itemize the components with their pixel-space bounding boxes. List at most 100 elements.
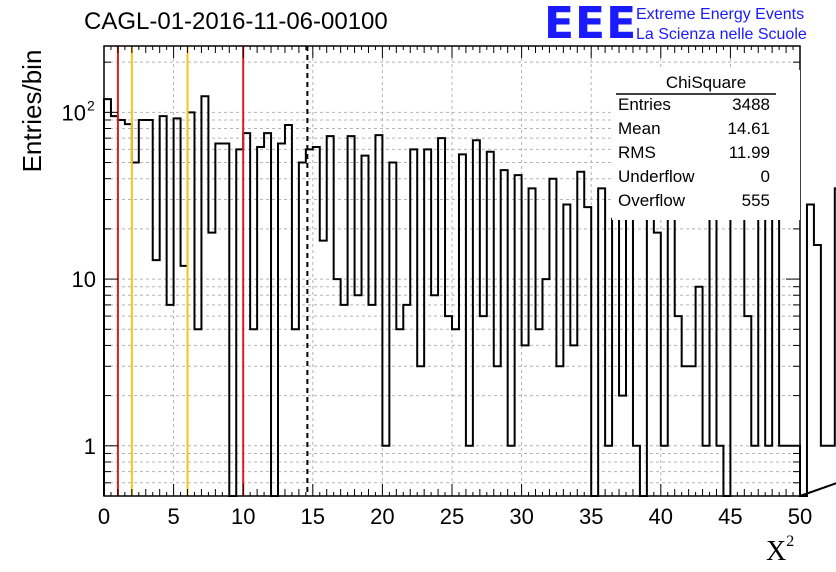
x-tick-label: 0 <box>98 504 110 529</box>
histogram-bin <box>605 446 612 496</box>
histogram-bin <box>710 200 717 496</box>
histogram-bin <box>758 197 765 496</box>
histogram-bin <box>786 446 793 496</box>
histogram-bin <box>438 138 445 496</box>
histogram-bin <box>466 446 473 496</box>
histogram-bin <box>104 99 111 496</box>
stats-row-label: Underflow <box>618 167 695 186</box>
x-tick-label: 20 <box>370 504 394 529</box>
histogram-bin <box>334 279 341 496</box>
histogram-bin <box>236 149 243 496</box>
histogram-bin <box>368 305 375 496</box>
histogram-bin <box>696 287 703 496</box>
histogram-bin <box>292 329 299 496</box>
histogram-bin <box>250 329 257 496</box>
histogram-bin <box>299 163 306 496</box>
histogram-bin <box>362 156 369 496</box>
stats-box <box>612 70 800 220</box>
x-tick-label: 40 <box>649 504 673 529</box>
x-tick-label: 45 <box>718 504 742 529</box>
histogram-bin <box>424 149 431 496</box>
histogram-bin <box>647 184 654 496</box>
histogram-bin <box>487 152 494 496</box>
histogram-bin <box>111 116 118 496</box>
histogram-bin <box>139 120 146 496</box>
histogram-bin <box>612 219 619 496</box>
histogram-bin <box>765 446 772 496</box>
histogram-bin <box>828 446 835 496</box>
histogram-bin <box>201 96 208 496</box>
logo-line-2: La Scienza nelle Scuole <box>636 26 807 43</box>
histogram-bin <box>480 316 487 496</box>
x-tick-label: 10 <box>231 504 255 529</box>
histogram-bin <box>556 366 563 496</box>
histogram-bin <box>375 135 382 496</box>
histogram-bin <box>313 147 320 496</box>
histogram-bin <box>348 136 355 496</box>
x-tick-label: 30 <box>509 504 533 529</box>
histogram-bin <box>668 193 675 496</box>
histogram-bin <box>633 446 640 496</box>
histogram-bin <box>132 163 139 496</box>
histogram-bin <box>515 175 522 496</box>
x-axis-label: X2 <box>766 533 794 568</box>
histogram-bin <box>626 210 633 496</box>
histogram-bin <box>737 213 744 496</box>
histogram-bin <box>208 233 215 496</box>
stats-row-label: Entries <box>618 95 671 114</box>
histogram-bin <box>215 144 222 496</box>
histogram-bin <box>160 116 167 496</box>
histogram-bin <box>285 125 292 496</box>
histogram-bin <box>396 329 403 496</box>
histogram-bin <box>459 154 466 496</box>
logo-mark: EEE <box>544 0 638 49</box>
histogram-bin <box>563 205 570 496</box>
histogram-bin <box>814 245 821 496</box>
stats-row-value: 14.61 <box>727 119 770 138</box>
histogram-bin <box>542 279 549 496</box>
x-tick-label: 25 <box>440 504 464 529</box>
histogram-bin <box>417 366 424 496</box>
histogram-bin <box>389 163 396 496</box>
histogram-bin <box>549 179 556 496</box>
histogram-bin <box>243 133 250 496</box>
histogram-bin <box>772 181 779 496</box>
histogram-bin <box>570 345 577 496</box>
histogram-bin <box>536 329 543 496</box>
histogram-bin <box>181 266 188 496</box>
histogram-bin <box>174 118 181 496</box>
histogram-bin <box>167 305 174 496</box>
histogram-bin <box>341 305 348 496</box>
stats-box-title: ChiSquare <box>666 73 746 92</box>
histogram-bin <box>675 316 682 496</box>
histogram-bin <box>821 446 828 496</box>
stats-row-label: Overflow <box>618 191 686 210</box>
run-title: CAGL-01-2016-11-06-00100 <box>84 8 388 35</box>
histogram-bin <box>494 366 501 496</box>
logo-line-1: Extreme Energy Events <box>636 6 805 23</box>
histogram-bin <box>682 366 689 496</box>
histogram-bin <box>278 144 285 496</box>
histogram-outline <box>103 95 836 497</box>
histogram-bin <box>619 396 626 496</box>
histogram-bin <box>522 345 529 496</box>
histogram-bin <box>529 188 536 496</box>
histogram-bin <box>703 446 710 496</box>
histogram-bin <box>779 446 786 496</box>
stats-row-value: 0 <box>761 167 770 186</box>
y-tick-label-exponent: 2 <box>87 97 95 113</box>
histogram-bin <box>501 170 508 496</box>
histogram-bin <box>188 112 195 496</box>
histogram-bin <box>118 120 125 496</box>
histogram-bin <box>730 205 737 496</box>
histogram-bin <box>222 144 229 496</box>
histogram-bin <box>153 260 160 496</box>
histogram-bin <box>584 207 591 496</box>
stats-row-value: 3488 <box>732 95 770 114</box>
histogram-bin <box>403 305 410 496</box>
x-tick-label: 5 <box>167 504 179 529</box>
histogram-bin <box>598 188 605 496</box>
histogram-bin <box>355 295 362 496</box>
